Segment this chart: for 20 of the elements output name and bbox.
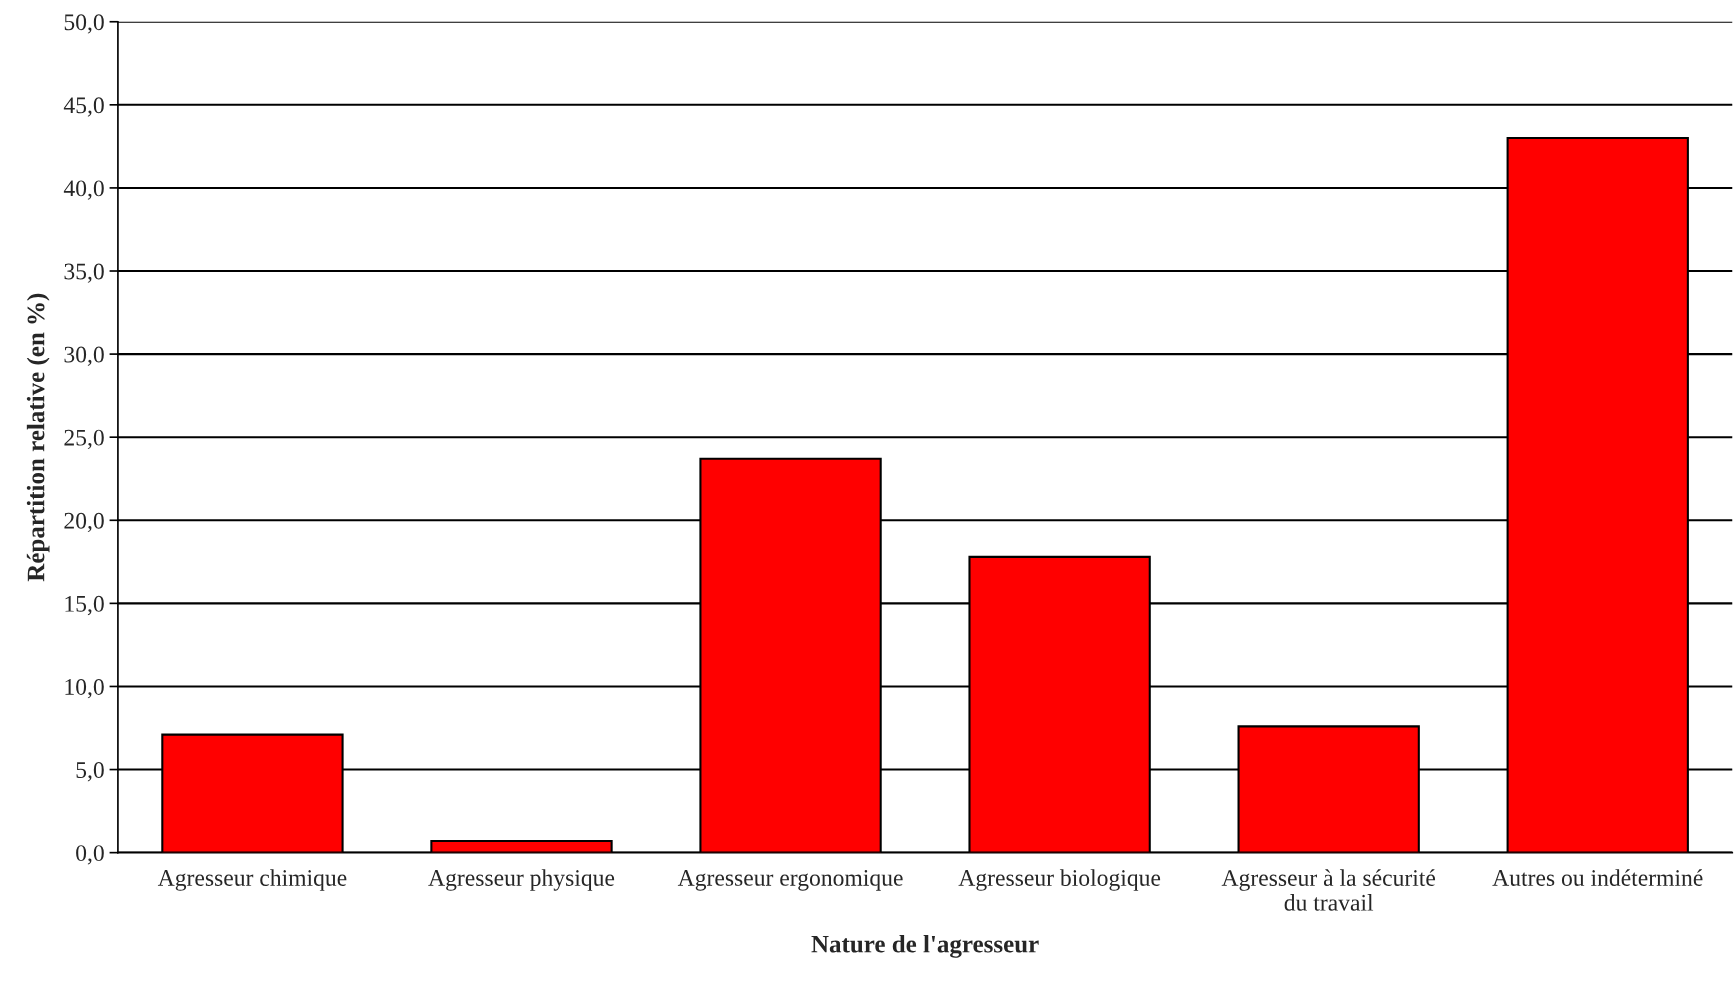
y-tick-label: 30,0 [64,346,104,366]
x-tick-label: Agresseur ergonomique [677,869,903,891]
x-tick-label: Agresseur biologique [958,869,1161,891]
x-tick-label: Agresseur chimique [157,869,347,891]
x-tick-label: Agresseur à la sécurité du travail [1221,869,1436,911]
y-tick-label: 0,0 [76,845,104,865]
y-axis-title: Répartition relative (en %) [26,293,50,582]
x-axis-title: Nature de l'agresseur [811,934,1039,958]
y-tick-label: 15,0 [65,595,104,616]
y-tick-label: 45,0 [63,97,104,117]
y-tick-label: 10,0 [65,678,104,699]
x-tick-label: Agresseur physique [428,869,615,891]
y-tick-label: 20,0 [64,512,104,533]
y-tick-label: 25,0 [64,429,104,450]
y-tick-label: 35,0 [64,263,104,283]
y-tick-label: 5,0 [76,762,104,782]
x-tick-label: Autres ou indéterminé [1492,869,1703,886]
y-tick-label: 40,0 [63,180,104,200]
y-tick-label: 50,0 [64,14,104,34]
bar [430,839,613,853]
